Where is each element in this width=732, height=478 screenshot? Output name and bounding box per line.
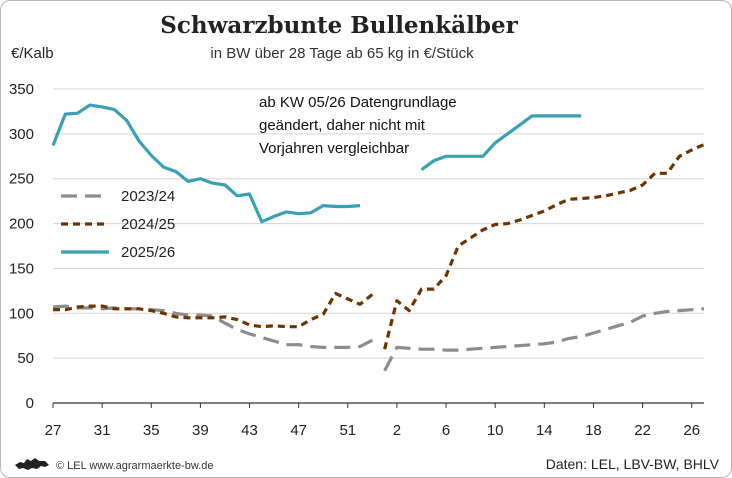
x-tick-label: 18 [585, 422, 602, 439]
series-line-2025-26 [51, 103, 361, 224]
y-tick-label: 0 [26, 395, 34, 412]
x-tick-label: 31 [94, 422, 111, 439]
annotation-line-3: Vorjahren vergleichbar [259, 140, 409, 157]
x-tick-label: 39 [192, 422, 209, 439]
y-tick-label: 50 [17, 350, 34, 367]
y-axis-unit-label: €/Kalb [11, 45, 54, 62]
series-line-2023-24 [383, 307, 705, 372]
x-tick-label: 26 [683, 422, 700, 439]
series-line-2024-25 [53, 291, 374, 329]
lion-coat-of-arms-icon [15, 458, 49, 470]
series-line-2025-26 [420, 114, 582, 171]
x-tick-label: 10 [487, 422, 504, 439]
x-tick-label: 51 [339, 422, 356, 439]
y-tick-label: 150 [9, 260, 34, 277]
y-tick-label: 250 [9, 171, 34, 188]
y-tick-label: 200 [9, 216, 34, 233]
legend-label: 2024/25 [121, 216, 175, 233]
legend: 2023/24 2024/25 2025/26 [61, 188, 175, 261]
footer-logo [15, 458, 49, 470]
x-tick-label: 22 [634, 422, 651, 439]
x-tick-label: 14 [536, 422, 553, 439]
copyright-text: © LEL www.agrarmaerkte-bw.de [56, 460, 214, 472]
chart-title: Schwarzbunte Bullenkälber [160, 12, 518, 39]
x-tick-label: 43 [241, 422, 258, 439]
x-tick-label: 2 [393, 422, 401, 439]
data-source-text: Daten: LEL, LBV-BW, BHLV [546, 456, 720, 472]
y-axis-ticks: 0 50 100 150 200 250 300 350 [9, 81, 34, 412]
series-lines [51, 103, 705, 372]
x-axis-ticks: 27 31 35 39 43 47 51 2 6 10 14 18 22 26 [45, 403, 700, 439]
annotation-line-2: geändert, daher nicht mit [259, 117, 426, 134]
x-tick-label: 27 [45, 422, 62, 439]
x-tick-label: 35 [143, 422, 160, 439]
y-tick-label: 300 [9, 126, 34, 143]
legend-label: 2025/26 [121, 244, 175, 261]
y-tick-label: 350 [9, 81, 34, 98]
annotation-line-1: ab KW 05/26 Datengrundlage [259, 94, 457, 111]
chart-subtitle: in BW über 28 Tage ab 65 kg in €/Stück [210, 45, 474, 62]
legend-label: 2023/24 [121, 188, 175, 205]
x-tick-label: 47 [290, 422, 307, 439]
chart-annotation: ab KW 05/26 Datengrundlage geändert, dah… [259, 94, 457, 157]
series-line-2024-25 [383, 143, 705, 350]
y-tick-label: 100 [9, 305, 34, 322]
x-tick-label: 6 [442, 422, 450, 439]
